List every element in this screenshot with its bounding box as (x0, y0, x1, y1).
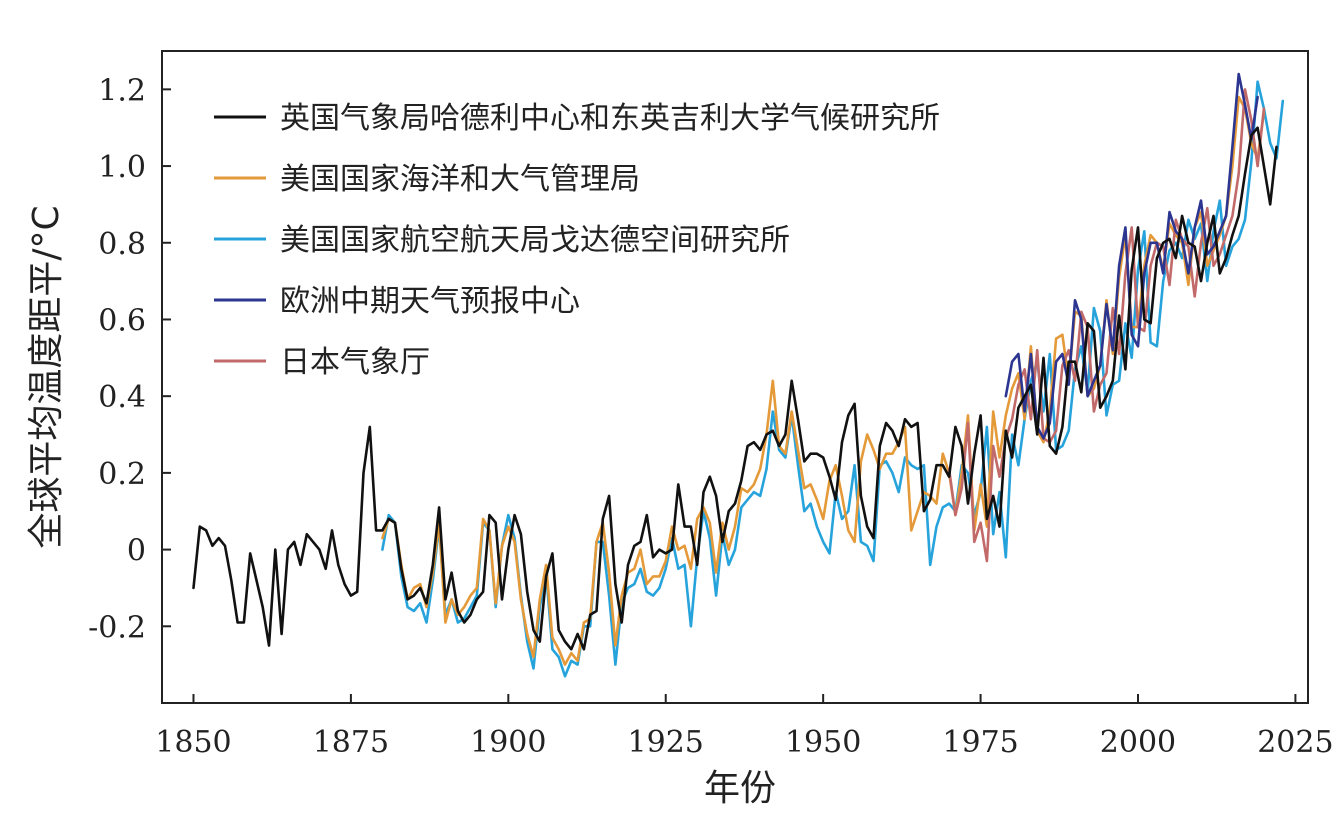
series-line-2 (381, 80, 1285, 678)
legend-label: 欧洲中期天气预报中心 (280, 284, 580, 319)
x-tick-label: 1950 (785, 725, 861, 760)
y-axis-title: 全球平均温度距平/°C (26, 205, 67, 548)
x-axis: 1850 1875 1900 1925 1950 1975 2000 2025 (155, 694, 1334, 760)
x-tick-label: 1900 (470, 725, 546, 760)
x-tick-label: 1925 (628, 725, 704, 760)
x-tick-label: 2000 (1100, 725, 1176, 760)
y-tick-label: 1.0 (98, 150, 146, 185)
y-axis: -0.2 0 0.2 0.4 0.6 0.8 1.0 1.2 (88, 73, 171, 645)
plot-frame (161, 50, 1309, 704)
y-tick-label: 0.2 (98, 457, 146, 492)
y-tick-label: 0.6 (98, 303, 146, 338)
legend-label: 美国国家海洋和大气管理局 (280, 162, 640, 197)
y-tick-label: 0 (127, 534, 146, 569)
series-line-0 (192, 126, 1278, 651)
legend-label: 英国气象局哈德利中心和东英吉利大学气候研究所 (280, 101, 940, 136)
series-line-4 (947, 88, 1266, 563)
y-tick-label: -0.2 (88, 610, 146, 645)
legend: 英国气象局哈德利中心和东英吉利大学气候研究所美国国家海洋和大气管理局美国国家航空… (214, 101, 940, 380)
legend-label: 美国国家航空航天局戈达德空间研究所 (280, 223, 790, 258)
x-axis-title: 年份 (704, 768, 776, 809)
legend-label: 日本气象厅 (280, 345, 430, 380)
x-tick-label: 1975 (942, 725, 1018, 760)
y-tick-label: 0.8 (98, 227, 146, 262)
series-lines (192, 72, 1285, 678)
y-tick-label: 0.4 (98, 380, 146, 415)
x-tick-label: 1875 (313, 725, 389, 760)
x-tick-label: 1850 (155, 725, 231, 760)
y-tick-label: 1.2 (98, 73, 146, 108)
x-tick-label: 2025 (1257, 725, 1333, 760)
